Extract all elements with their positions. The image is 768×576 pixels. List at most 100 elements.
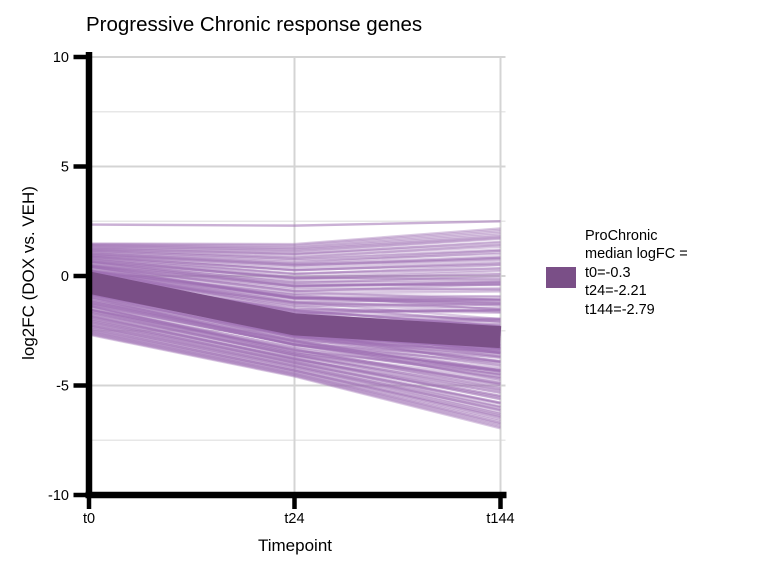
gene-line xyxy=(88,263,501,288)
x-axis-title: Timepoint xyxy=(257,536,332,555)
gene-line xyxy=(88,248,501,260)
gene-line xyxy=(88,323,501,414)
gene-line xyxy=(88,328,501,420)
gene-line xyxy=(88,255,501,272)
axis-tick-labels: 10 5 0 -5 -10 t0 t24 t144 xyxy=(48,50,515,527)
gene-line xyxy=(88,265,501,295)
gene-line xyxy=(88,261,501,287)
gene-line xyxy=(88,299,501,364)
gene-line xyxy=(88,299,501,372)
gene-line xyxy=(88,330,501,424)
gene-line xyxy=(88,293,501,363)
gene-line xyxy=(88,255,501,272)
gene-line xyxy=(88,255,501,276)
gene-line xyxy=(88,231,501,249)
gene-line xyxy=(88,263,501,288)
gene-line xyxy=(88,275,501,310)
gene-line xyxy=(88,265,501,301)
gene-line xyxy=(88,303,501,373)
y-tick-label: 5 xyxy=(61,160,69,176)
axis-lines xyxy=(85,52,507,499)
gene-line xyxy=(88,259,501,281)
gene-line xyxy=(88,254,501,271)
gene-line xyxy=(88,263,501,286)
gene-line xyxy=(88,321,501,409)
median-trajectory xyxy=(86,271,502,349)
gene-line xyxy=(88,322,501,412)
x-tick-label: t144 xyxy=(486,511,514,527)
gene-line xyxy=(88,271,501,314)
gene-line xyxy=(88,257,501,281)
gene-line xyxy=(88,302,501,376)
gene-line xyxy=(88,307,501,384)
gene-line xyxy=(88,249,501,261)
gene-line xyxy=(88,256,501,278)
gene-line xyxy=(88,329,501,423)
gene-line xyxy=(88,227,501,246)
gene-line xyxy=(88,268,501,304)
gene-line xyxy=(88,240,501,256)
gene-line xyxy=(88,319,501,404)
gene-line xyxy=(88,269,501,311)
gene-line xyxy=(88,317,501,399)
gene-line xyxy=(88,304,501,376)
gene-line xyxy=(88,271,501,308)
gene-line xyxy=(88,302,501,380)
gene-line xyxy=(88,274,501,321)
gene-line xyxy=(88,260,501,285)
gene-line xyxy=(88,327,501,419)
gene-line xyxy=(88,237,501,254)
gene-line xyxy=(88,258,501,280)
gene-line xyxy=(88,295,501,372)
y-tick-label: 10 xyxy=(53,50,69,66)
gene-line xyxy=(88,314,501,397)
legend-key-swatch xyxy=(546,267,576,288)
legend-label-line: t0=-0.3 xyxy=(585,264,631,281)
gene-line xyxy=(88,260,501,287)
gene-line xyxy=(88,304,501,380)
gene-line xyxy=(88,228,501,247)
gene-line xyxy=(88,333,501,430)
y-axis-title: log2FC (DOX vs. VEH) xyxy=(19,186,38,360)
gene-line xyxy=(88,230,501,248)
gene-line xyxy=(88,260,501,280)
gene-line xyxy=(88,264,501,293)
gene-line xyxy=(88,323,501,411)
gene-line xyxy=(88,310,501,393)
gene-line xyxy=(88,308,501,385)
gene-line xyxy=(88,298,501,372)
gene-line xyxy=(88,256,501,275)
axis-ticks xyxy=(73,54,503,509)
gene-line xyxy=(88,251,501,266)
gene-line xyxy=(88,249,501,264)
gene-line xyxy=(88,245,501,258)
x-tick-label: t0 xyxy=(83,511,95,527)
median-line xyxy=(86,271,502,349)
gene-line xyxy=(88,305,501,382)
gene-line xyxy=(88,303,501,377)
gene-line xyxy=(88,235,501,251)
gene-line xyxy=(88,309,501,390)
gene-line xyxy=(88,254,501,272)
gene-line xyxy=(88,298,501,376)
gene-line xyxy=(88,332,501,428)
gene-line xyxy=(88,332,501,429)
gene-line xyxy=(88,295,501,362)
gene-line xyxy=(88,290,501,352)
gene-line xyxy=(88,268,501,299)
gene-line xyxy=(88,320,501,409)
gene-line xyxy=(88,269,501,310)
gene-line xyxy=(88,261,501,284)
gene-line xyxy=(88,328,501,421)
gene-line xyxy=(88,269,501,298)
y-tick-label: -10 xyxy=(48,488,69,504)
gene-line xyxy=(88,252,501,266)
gene-line xyxy=(88,320,501,408)
gene-line xyxy=(88,264,501,291)
y-tick-label: -5 xyxy=(56,379,69,395)
legend-label-line: median logFC = xyxy=(585,246,688,263)
gene-line xyxy=(88,251,501,265)
x-tick-label: t24 xyxy=(284,511,304,527)
